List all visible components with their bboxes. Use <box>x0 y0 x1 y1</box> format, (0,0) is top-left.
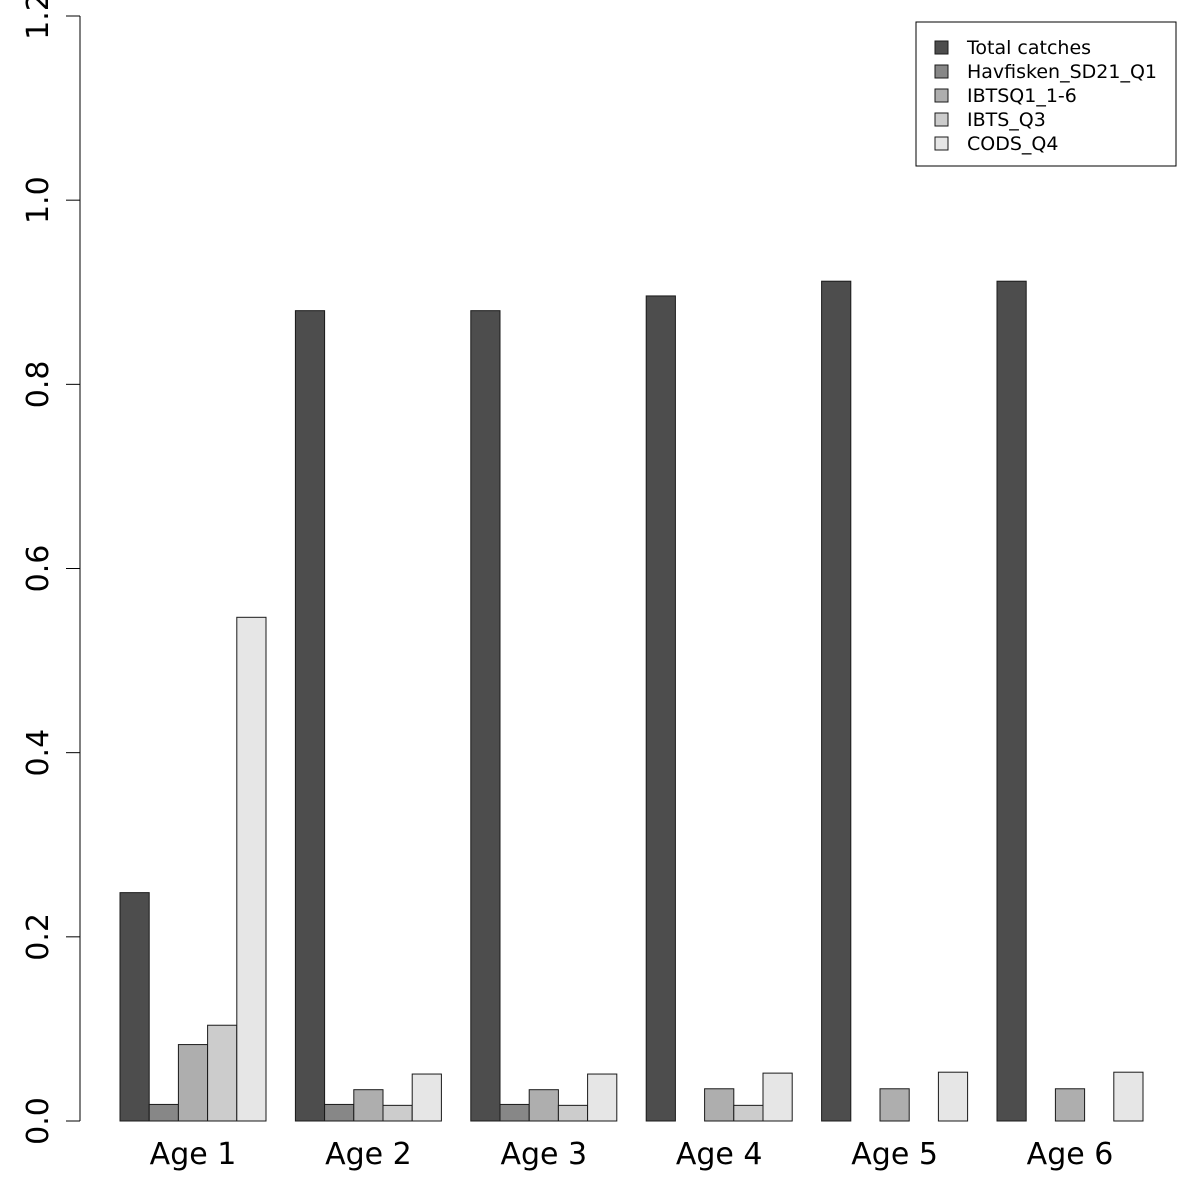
bar-2-series-5 <box>411 1073 442 1122</box>
category-label: Age 3 <box>500 1137 587 1172</box>
bar-5-series-5 <box>937 1071 969 1122</box>
bar-4-series-1 <box>645 295 676 1122</box>
bar-4-series-4 <box>733 1104 764 1122</box>
bar-2-series-1 <box>294 310 326 1122</box>
bar-6-series-3 <box>1054 1088 1086 1122</box>
category-labels: Age 1 Age 2 Age 3 Age 4 Age 5 Age 6 <box>150 1137 1114 1172</box>
y-tick-label: 0.4 <box>21 729 56 777</box>
bar-1-series-1 <box>119 892 150 1122</box>
legend-swatch <box>934 64 949 79</box>
y-tick-label: 0.0 <box>21 1097 56 1145</box>
bar-3-series-3 <box>528 1089 559 1122</box>
legend-swatch <box>934 88 949 103</box>
legend-swatch <box>934 136 949 151</box>
bar-1-series-2 <box>148 1103 179 1122</box>
bar-4-series-5 <box>762 1072 793 1122</box>
bar-2-series-2 <box>324 1103 355 1122</box>
category-label: Age 4 <box>676 1137 763 1172</box>
bar-1-series-5 <box>236 616 267 1122</box>
bar-1-series-4 <box>207 1024 238 1122</box>
legend: Total catchesHavfisken_SD21_Q1IBTSQ1_1-6… <box>915 21 1177 167</box>
y-tick-label: 0.6 <box>21 545 56 593</box>
bars-group <box>119 280 1144 1122</box>
bar-4-series-3 <box>704 1088 735 1122</box>
legend-label: IBTS_Q3 <box>967 109 1046 131</box>
bar-3-series-1 <box>470 310 501 1122</box>
legend-box <box>915 21 1177 167</box>
bar-5-series-1 <box>821 280 852 1122</box>
legend-label: Total catches <box>966 37 1091 59</box>
category-label: Age 6 <box>1027 1137 1114 1172</box>
bar-6-series-1 <box>996 280 1027 1122</box>
bar-3-series-4 <box>557 1104 589 1122</box>
y-tick-label: 1.0 <box>21 176 56 224</box>
y-tick-label: 0.2 <box>21 913 56 961</box>
bar-6-series-5 <box>1113 1071 1144 1122</box>
legend-swatch <box>934 40 949 55</box>
bar-5-series-3 <box>879 1088 910 1122</box>
category-label: Age 1 <box>150 1137 237 1172</box>
category-label: Age 2 <box>325 1137 412 1172</box>
category-label: Age 5 <box>851 1137 938 1172</box>
y-tick-label: 1.2 <box>21 0 56 40</box>
legend-label: Havfisken_SD21_Q1 <box>967 61 1157 83</box>
bar-2-series-3 <box>353 1089 384 1122</box>
y-axis: 0.0 0.2 0.4 0.6 0.8 1.0 1.2 <box>21 0 81 1145</box>
y-tick-label: 0.8 <box>21 360 56 408</box>
legend-swatch <box>934 112 949 127</box>
bar-1-series-3 <box>177 1044 209 1122</box>
bar-3-series-5 <box>587 1073 618 1122</box>
bar-2-series-4 <box>382 1104 413 1122</box>
legend-label: IBTSQ1_1-6 <box>967 85 1077 107</box>
legend-label: CODS_Q4 <box>967 133 1058 155</box>
bar-3-series-2 <box>499 1103 530 1122</box>
